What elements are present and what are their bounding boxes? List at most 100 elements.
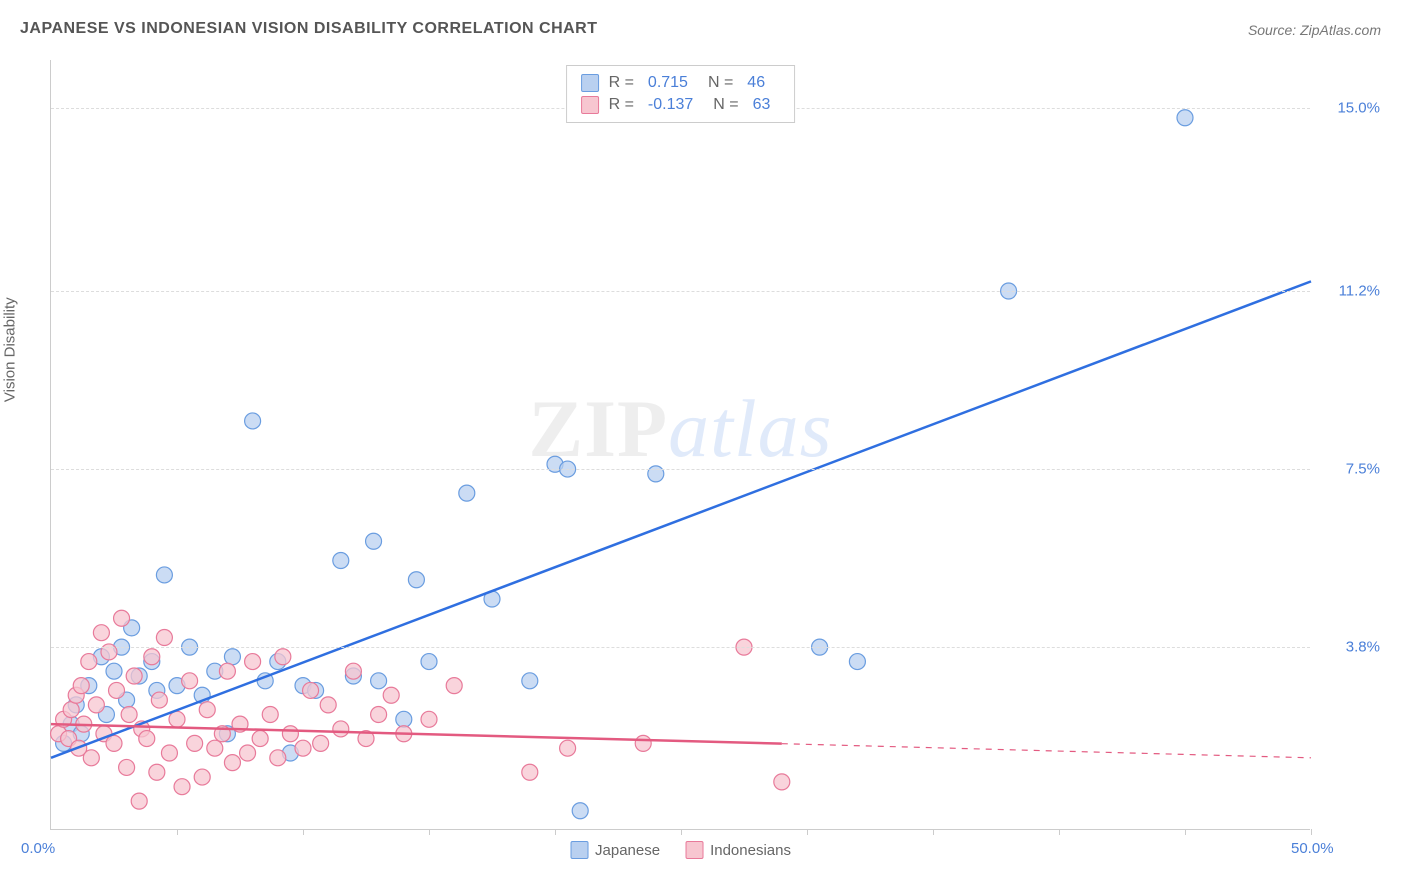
- scatter-point-indonesians: [182, 673, 198, 689]
- scatter-point-indonesians: [187, 735, 203, 751]
- scatter-point-japanese: [421, 654, 437, 670]
- scatter-point-japanese: [371, 673, 387, 689]
- scatter-point-indonesians: [252, 731, 268, 747]
- scatter-point-indonesians: [139, 731, 155, 747]
- scatter-point-indonesians: [303, 682, 319, 698]
- scatter-point-indonesians: [333, 721, 349, 737]
- scatter-point-indonesians: [194, 769, 210, 785]
- legend-n-label: N =: [708, 74, 733, 92]
- scatter-point-indonesians: [106, 735, 122, 751]
- scatter-point-indonesians: [345, 663, 361, 679]
- swatch-japanese: [581, 74, 599, 92]
- x-axis-label: 50.0%: [1291, 840, 1334, 857]
- legend-row-japanese: R = 0.715 N = 46: [581, 72, 781, 94]
- x-tick: [1185, 829, 1186, 835]
- scatter-point-japanese: [408, 572, 424, 588]
- scatter-point-indonesians: [83, 750, 99, 766]
- y-axis-label: Vision Disability: [2, 297, 19, 402]
- scatter-point-japanese: [156, 567, 172, 583]
- x-tick: [303, 829, 304, 835]
- y-tick-label: 7.5%: [1320, 461, 1380, 478]
- scatter-point-japanese: [849, 654, 865, 670]
- scatter-point-indonesians: [207, 740, 223, 756]
- x-axis-label: 0.0%: [21, 840, 55, 857]
- scatter-point-indonesians: [421, 711, 437, 727]
- scatter-point-japanese: [106, 663, 122, 679]
- scatter-point-indonesians: [149, 764, 165, 780]
- x-tick: [429, 829, 430, 835]
- y-tick-label: 15.0%: [1320, 100, 1380, 117]
- scatter-point-indonesians: [73, 678, 89, 694]
- legend-swatch: [685, 841, 703, 859]
- legend-item-indonesians: Indonesians: [685, 841, 791, 859]
- legend-swatch: [570, 841, 588, 859]
- legend-item-japanese: Japanese: [570, 841, 660, 859]
- scatter-point-japanese: [245, 413, 261, 429]
- x-tick: [1059, 829, 1060, 835]
- chart-title: JAPANESE VS INDONESIAN VISION DISABILITY…: [20, 20, 598, 38]
- scatter-point-indonesians: [174, 779, 190, 795]
- scatter-point-indonesians: [151, 692, 167, 708]
- scatter-point-indonesians: [144, 649, 160, 665]
- scatter-point-indonesians: [774, 774, 790, 790]
- scatter-point-indonesians: [383, 687, 399, 703]
- scatter-point-japanese: [522, 673, 538, 689]
- scatter-point-indonesians: [93, 625, 109, 641]
- scatter-point-indonesians: [270, 750, 286, 766]
- scatter-point-indonesians: [81, 654, 97, 670]
- scatter-point-indonesians: [295, 740, 311, 756]
- legend-r-label: R =: [609, 96, 634, 114]
- scatter-point-japanese: [459, 485, 475, 501]
- legend-row-indonesians: R = -0.137 N = 63: [581, 94, 781, 116]
- scatter-point-japanese: [396, 711, 412, 727]
- scatter-point-indonesians: [275, 649, 291, 665]
- scatter-point-japanese: [333, 553, 349, 569]
- scatter-point-indonesians: [262, 707, 278, 723]
- scatter-point-indonesians: [169, 711, 185, 727]
- swatch-indonesians: [581, 96, 599, 114]
- scatter-point-indonesians: [240, 745, 256, 761]
- plot-area: ZIPatlas R = 0.715 N = 46 R = -0.137 N =…: [50, 60, 1310, 830]
- scatter-point-japanese: [366, 533, 382, 549]
- scatter-point-indonesians: [282, 726, 298, 742]
- legend-n-indonesians: 63: [753, 96, 771, 114]
- series-legend: Japanese Indonesians: [570, 841, 791, 859]
- scatter-point-indonesians: [522, 764, 538, 780]
- scatter-point-indonesians: [371, 707, 387, 723]
- y-tick-label: 3.8%: [1320, 639, 1380, 656]
- chart-svg: [51, 60, 1310, 829]
- regression-line-dashed-indonesians: [782, 744, 1311, 758]
- regression-line-indonesians: [51, 724, 782, 744]
- scatter-point-indonesians: [121, 707, 137, 723]
- x-tick: [1311, 829, 1312, 835]
- x-tick: [681, 829, 682, 835]
- scatter-point-indonesians: [63, 702, 79, 718]
- source-attribution: Source: ZipAtlas.com: [1248, 22, 1381, 38]
- x-tick: [933, 829, 934, 835]
- legend-n-japanese: 46: [747, 74, 765, 92]
- scatter-point-indonesians: [126, 668, 142, 684]
- legend-label: Japanese: [595, 842, 660, 859]
- scatter-point-indonesians: [245, 654, 261, 670]
- scatter-point-indonesians: [119, 759, 135, 775]
- legend-r-japanese: 0.715: [648, 74, 688, 92]
- scatter-point-indonesians: [224, 755, 240, 771]
- scatter-point-indonesians: [560, 740, 576, 756]
- gridline: [51, 291, 1310, 292]
- scatter-point-japanese: [1177, 110, 1193, 126]
- scatter-point-indonesians: [635, 735, 651, 751]
- x-tick: [555, 829, 556, 835]
- scatter-point-japanese: [572, 803, 588, 819]
- scatter-point-indonesians: [199, 702, 215, 718]
- scatter-point-indonesians: [446, 678, 462, 694]
- x-tick: [807, 829, 808, 835]
- scatter-point-indonesians: [114, 610, 130, 626]
- scatter-point-indonesians: [131, 793, 147, 809]
- scatter-point-indonesians: [88, 697, 104, 713]
- scatter-point-japanese: [224, 649, 240, 665]
- scatter-point-indonesians: [313, 735, 329, 751]
- legend-r-label: R =: [609, 74, 634, 92]
- y-tick-label: 11.2%: [1320, 283, 1380, 300]
- regression-line-japanese: [51, 281, 1311, 757]
- legend-r-indonesians: -0.137: [648, 96, 693, 114]
